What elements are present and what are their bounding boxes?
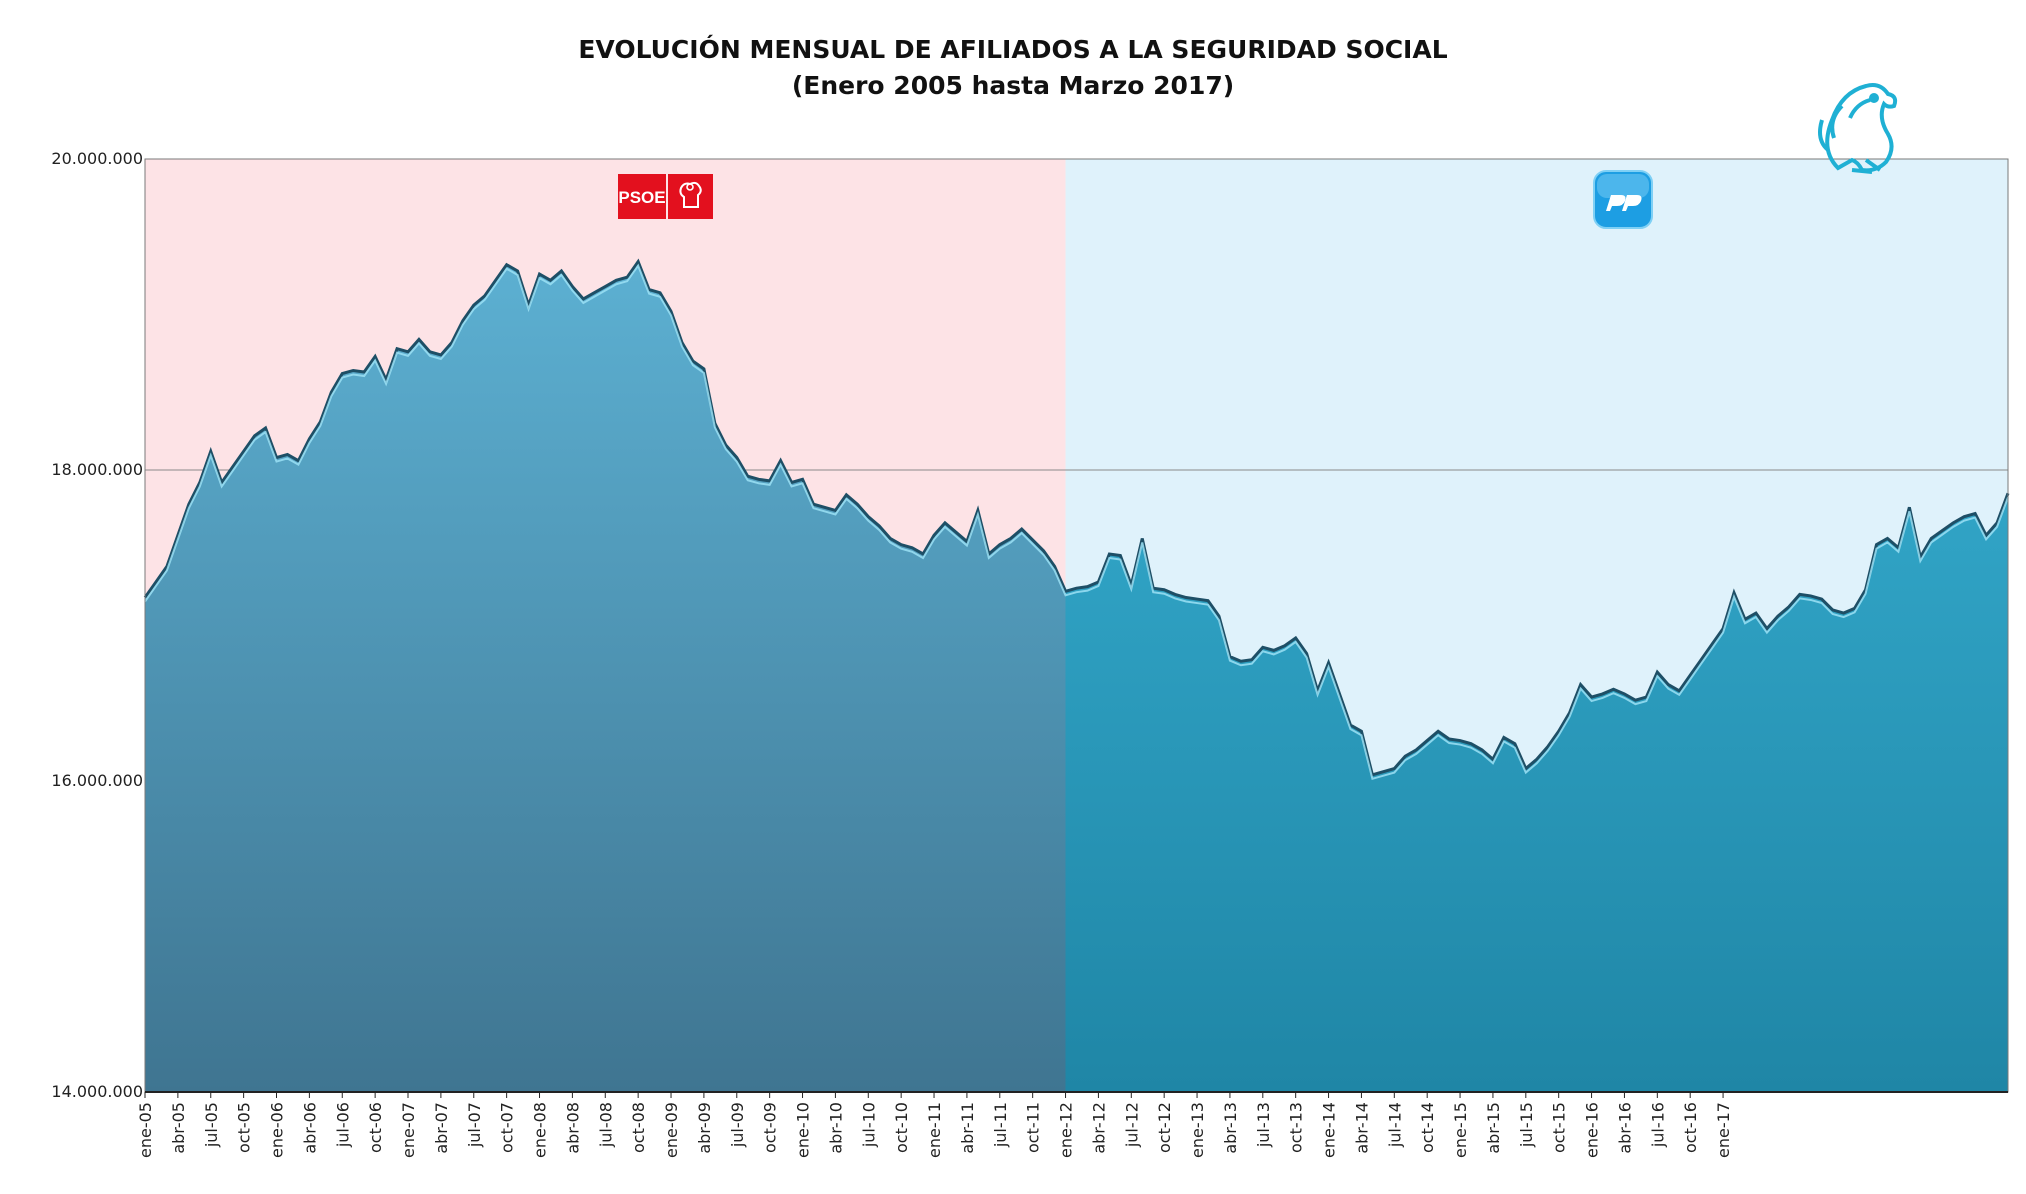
x-tick-label: oct-13 [1287, 1102, 1306, 1153]
x-tick-label: jul-15 [1517, 1102, 1536, 1148]
x-tick-label: oct-15 [1550, 1102, 1569, 1153]
x-tick-label: ene-05 [136, 1102, 155, 1158]
x-tick-label: ene-12 [1057, 1102, 1076, 1158]
chart-title: EVOLUCIÓN MENSUAL DE AFILIADOS A LA SEGU… [578, 35, 1448, 64]
axes [144, 158, 2009, 1093]
x-tick-label: abr-06 [300, 1102, 319, 1154]
x-tick-label: oct-12 [1155, 1102, 1174, 1153]
x-tick-label: jul-07 [465, 1102, 484, 1148]
x-tick-label: jul-14 [1385, 1102, 1404, 1148]
psoe-logo-text: PSOE [618, 188, 665, 207]
x-tick-label: jul-10 [859, 1102, 878, 1148]
y-tick-labels: 14.000.000 16.000.000 18.000.000 20.000.000 [51, 149, 143, 1101]
x-tick-label: ene-16 [1583, 1102, 1602, 1158]
area-highlight [144, 263, 2009, 781]
area-fill-psoe [145, 261, 1066, 1092]
x-tick-label: ene-07 [399, 1102, 418, 1158]
x-tick-label: jul-13 [1254, 1102, 1273, 1148]
x-tick-label: ene-10 [794, 1102, 813, 1158]
psoe-logo: PSOE [618, 174, 713, 219]
x-tick-label: jul-05 [202, 1102, 221, 1148]
x-tick-label: ene-14 [1320, 1102, 1339, 1158]
psoe-logo-box [618, 174, 666, 219]
x-tick-label: jul-11 [991, 1102, 1010, 1148]
x-tick-label: abr-13 [1221, 1102, 1240, 1154]
chart-subtitle: (Enero 2005 hasta Marzo 2017) [791, 71, 1235, 100]
y-tick-label: 16.000.000 [51, 771, 143, 790]
x-tick-label: abr-09 [695, 1102, 714, 1154]
x-tick-label: oct-08 [629, 1102, 648, 1153]
x-tick-label: ene-08 [531, 1102, 550, 1158]
x-tick-label: oct-05 [235, 1102, 254, 1153]
x-tick-label: abr-07 [432, 1102, 451, 1154]
x-tick-label: jul-16 [1648, 1102, 1667, 1148]
x-tick-label: oct-16 [1681, 1102, 1700, 1153]
y-tick-label: 14.000.000 [51, 1082, 143, 1101]
x-tick-label: ene-09 [662, 1102, 681, 1158]
griffin-icon [1818, 83, 1898, 174]
x-tick-label: ene-15 [1451, 1102, 1470, 1158]
x-tick-label: abr-15 [1484, 1102, 1503, 1154]
x-tick-label: jul-06 [333, 1102, 352, 1148]
chart-title-block: EVOLUCIÓN MENSUAL DE AFILIADOS A LA SEGU… [0, 32, 2026, 104]
x-tick-label: abr-16 [1615, 1102, 1634, 1154]
y-tick-label: 18.000.000 [51, 460, 143, 479]
x-tick-label: oct-14 [1418, 1102, 1437, 1153]
area-edge [143, 258, 2010, 777]
x-tick-label: abr-10 [826, 1102, 845, 1154]
y-tick-label: 20.000.000 [51, 149, 143, 168]
x-tick-label: abr-08 [563, 1102, 582, 1154]
area-series [143, 258, 2010, 1092]
fist-and-rose-icon [668, 174, 713, 219]
x-tick-label: oct-09 [761, 1102, 780, 1153]
x-tick-label: oct-11 [1024, 1102, 1043, 1153]
x-tick-label: ene-13 [1188, 1102, 1207, 1158]
x-tick-label: oct-06 [366, 1102, 385, 1153]
x-tick-label: jul-12 [1122, 1102, 1141, 1148]
x-tick-label: abr-11 [958, 1102, 977, 1154]
x-tick-labels: ene-05 abr-05 jul-05 oct-05 ene-06 abr-06 jul-… [136, 1092, 1733, 1158]
x-tick-label: ene-06 [268, 1102, 287, 1158]
x-tick-label: jul-08 [596, 1102, 615, 1148]
x-tick-label: abr-05 [169, 1102, 188, 1154]
x-tick-label: abr-14 [1352, 1102, 1371, 1154]
x-tick-label: abr-12 [1089, 1102, 1108, 1154]
pp-logo-icon [1593, 170, 1653, 229]
x-tick-label: ene-17 [1714, 1102, 1733, 1158]
x-tick-label: oct-07 [498, 1102, 517, 1153]
x-tick-label: oct-10 [892, 1102, 911, 1153]
area-fill-pp [1065, 493, 2008, 1092]
x-tick-label: jul-09 [728, 1102, 747, 1148]
x-tick-label: ene-11 [925, 1102, 944, 1158]
